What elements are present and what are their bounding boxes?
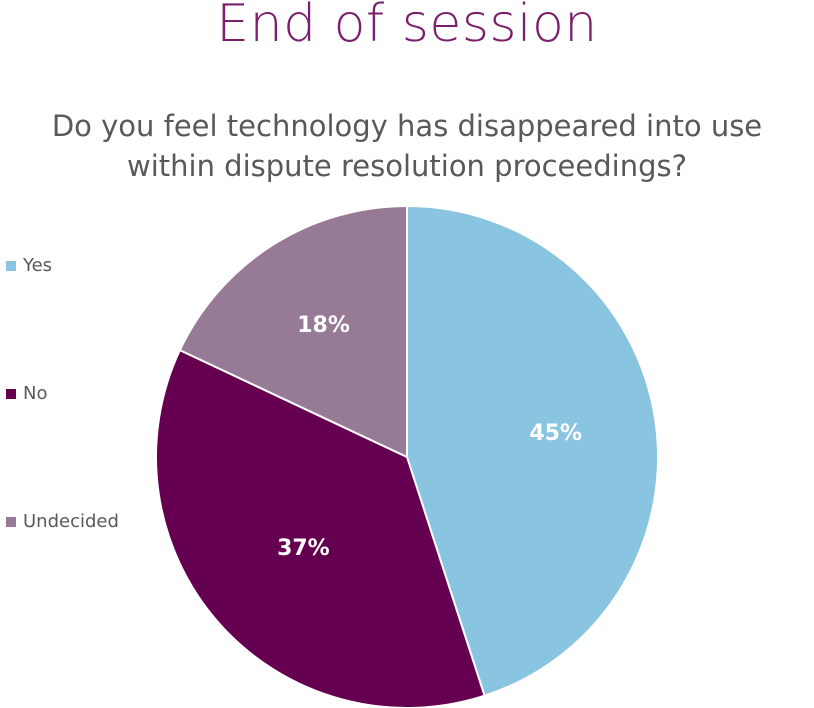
- legend-swatch-no: [6, 388, 16, 399]
- pie-slices: [155, 204, 659, 708]
- legend-item-yes: Yes: [6, 255, 52, 276]
- pie-slice-yes: [406, 204, 659, 697]
- pie-slice-undecided: [178, 204, 408, 459]
- pie-slice-labels: 45% 37% 18%: [277, 313, 582, 561]
- legend-item-undecided: Undecided: [6, 511, 119, 532]
- legend-label-undecided: Undecided: [23, 511, 119, 532]
- pie-label-yes: 45%: [529, 421, 582, 446]
- chart-title: Do you feel technology has disappeared i…: [51, 109, 763, 183]
- pie-label-no: 37%: [277, 536, 330, 561]
- pie-label-undecided: 18%: [297, 313, 350, 338]
- slide-title: End of session: [216, 0, 598, 54]
- legend-item-no: No: [6, 383, 47, 404]
- legend-swatch-yes: [6, 260, 16, 271]
- legend-label-yes: Yes: [23, 255, 53, 276]
- legend-swatch-undecided: [6, 516, 16, 527]
- legend-label-no: No: [23, 383, 48, 404]
